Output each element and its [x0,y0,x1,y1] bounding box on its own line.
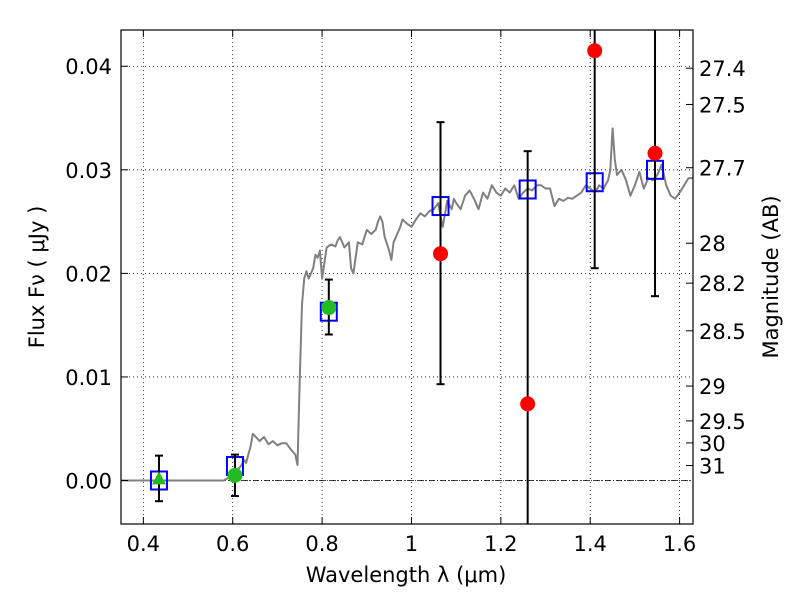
red-data-point [433,246,449,262]
y-tick-label: 0.01 [65,366,112,390]
model-spectrum-line [121,127,693,482]
green-data-point [321,300,337,316]
axes [120,29,694,525]
y-tick-label: 0.00 [65,470,112,494]
y-tick-label: 0.02 [65,262,112,286]
y2-tick-label: 27.7 [699,157,746,181]
y2-tick-label: 28.5 [699,320,746,344]
y2-tick-label: 31 [699,455,726,479]
x-tick-label: 0.8 [305,532,338,556]
red-data-point [647,145,663,161]
y-tick-label: 0.03 [65,159,112,183]
y2-tick-label: 27.5 [699,93,746,117]
x-tick-label: 0.4 [127,532,160,556]
x-tick-label: 1 [405,532,418,556]
y2-tick-label: 29.5 [699,410,746,434]
ticks: 0.4 0.6 0.8 1 1.2 1.4 1.6 0.00 0.01 0.02 0.03 0.04 2… [65,30,746,556]
y2-axis-label: Magnitude (AB) [759,195,783,358]
y2-tick-label: 28 [699,232,726,256]
x-tick-label: 1.4 [574,532,607,556]
red-data-point [587,43,603,59]
x-tick-label: 1.6 [663,532,696,556]
y-tick-label: 0.04 [65,55,112,79]
x-axis-label: Wavelength λ (μm) [306,563,507,587]
y2-tick-label: 28.2 [699,272,746,296]
grid-lines [121,30,693,524]
x-tick-label: 1.2 [484,532,517,556]
y2-tick-label: 27.4 [699,57,746,81]
green-triangle-point [151,471,166,485]
plot-frame [120,29,694,525]
y2-tick-label: 30 [699,432,726,456]
y2-tick-label: 29 [699,375,726,399]
data-series [121,30,693,524]
x-tick-label: 0.6 [216,532,249,556]
red-data-point [520,396,536,412]
y-axis-label: Flux Fν ( μJy ) [25,206,49,349]
green-data-point [227,467,243,483]
